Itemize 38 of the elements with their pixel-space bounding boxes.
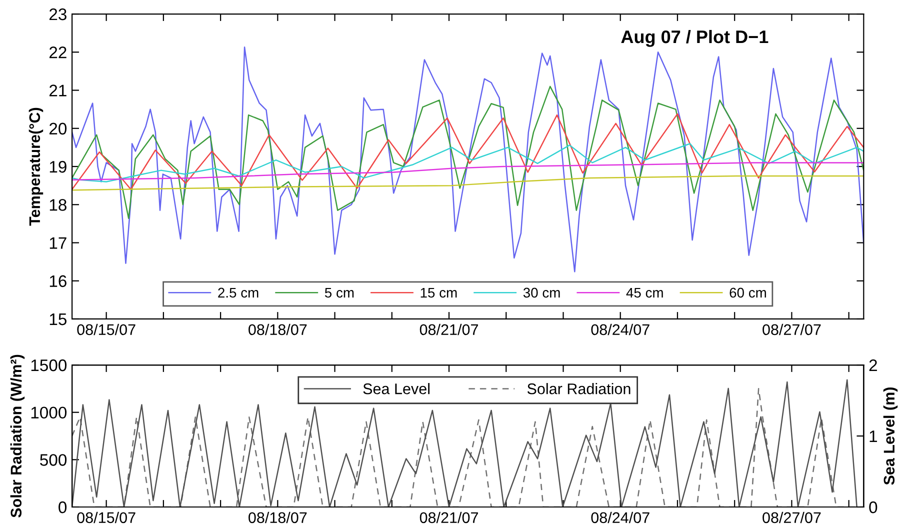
x-tick-label: 08/21/07: [420, 324, 478, 336]
y2-axis-title: Sea Level (m): [883, 388, 898, 485]
y-tick-label: 20: [49, 122, 67, 135]
y2-tick-label: 2: [869, 359, 877, 372]
legend-label: 60 cm: [730, 288, 766, 298]
y-tick-label: 18: [50, 199, 66, 211]
y-tick-label: 19: [50, 160, 66, 173]
x-tick-label: 08/24/07: [591, 324, 650, 336]
y-tick-label: 15: [50, 314, 66, 326]
legend-label: Solar Radiation: [527, 383, 630, 394]
y-tick-label: 22: [49, 46, 66, 58]
y2-tick-label: 0: [869, 501, 878, 514]
y-tick-label: 1500: [31, 359, 67, 372]
legend-label: 2.5 cm: [218, 288, 258, 298]
x-tick-label: 08/27/07: [762, 512, 821, 524]
x-tick-label: 08/18/07: [248, 324, 307, 336]
legend-label: 15 cm: [420, 288, 457, 298]
y-tick-label: 21: [49, 84, 66, 96]
y-axis-title: Temperature(°C): [28, 108, 44, 226]
x-tick-label: 08/15/07: [77, 512, 136, 524]
y-tick-label: 23: [49, 8, 66, 20]
y-tick-label: 17: [50, 237, 66, 249]
y-tick-label: 0: [58, 501, 67, 514]
y-tick-label: 1000: [31, 406, 67, 419]
y-tick-label: 500: [40, 454, 67, 466]
legend-label: 5 cm: [324, 288, 354, 298]
x-tick-label: 08/27/07: [762, 324, 821, 336]
x-tick-label: 08/18/07: [248, 512, 307, 524]
legend-label: 30 cm: [523, 288, 560, 298]
legend-label: 45 cm: [626, 288, 663, 298]
x-tick-label: 08/15/07: [77, 324, 136, 336]
annotation: Aug 07 / Plot D−1: [621, 30, 768, 47]
y-axis-title: Solar Radiation (W/m²): [10, 354, 25, 518]
x-tick-label: 08/24/07: [591, 512, 650, 524]
y-tick-label: 16: [50, 275, 66, 288]
legend-label: Sea Level: [363, 383, 430, 394]
x-tick-label: 08/21/07: [420, 512, 478, 524]
y2-tick-label: 1: [870, 430, 877, 442]
